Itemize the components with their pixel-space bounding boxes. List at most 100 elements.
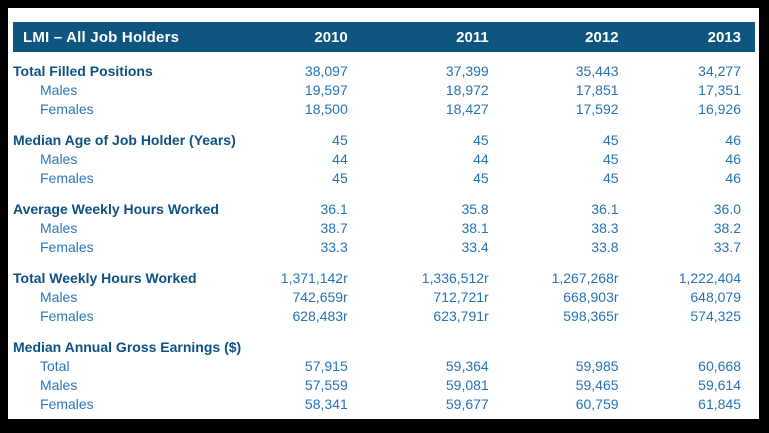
cell-value: 742,659r	[292, 289, 348, 305]
cell-value: 33.3	[320, 239, 348, 255]
row-label: Males	[40, 289, 78, 305]
year-header-2012: 2012	[502, 22, 633, 52]
row-label: Total Weekly Hours Worked	[13, 270, 197, 286]
cell-value: 712,721r	[433, 289, 489, 305]
cell-value: 60,668	[698, 358, 741, 374]
table-title: LMI – All Job Holders	[13, 22, 266, 52]
table-row: Median Age of Job Holder (Years) 45 45 45 46	[13, 131, 755, 150]
cell-value	[265, 338, 361, 357]
cell-value	[503, 338, 633, 357]
section-spacer	[13, 188, 755, 200]
cell-value: 33.8	[591, 239, 619, 255]
cell-value: 648,079	[690, 289, 741, 305]
cell-value: 598,365r	[563, 308, 619, 324]
cell-value: 58,341	[304, 396, 348, 412]
row-label: Females	[40, 101, 94, 117]
spacer-cell	[13, 326, 755, 338]
table-row: Average Weekly Hours Worked 36.1 35.8 36.1 3…	[13, 200, 755, 219]
cell-value: 61,845	[698, 396, 741, 412]
section-spacer	[13, 52, 755, 62]
table-header-row: LMI – All Job Holders 2010 2011 2012 201…	[13, 22, 755, 52]
cell-value: 17,592	[575, 101, 619, 117]
cell-value: 45	[602, 151, 619, 167]
cell-value: 59,364	[445, 358, 489, 374]
cell-value: 59,614	[698, 377, 741, 393]
table-row: Total Weekly Hours Worked 1,371,142r 1,336…	[13, 269, 755, 288]
row-label: Females	[40, 239, 94, 255]
table-row: Males 742,659r 712,721r 668,903r 648,079	[13, 288, 755, 307]
cell-value: 45	[473, 132, 489, 148]
cell-value	[362, 338, 503, 357]
cell-value: 59,465	[575, 377, 619, 393]
cell-value: 38.2	[713, 220, 741, 236]
section-spacer	[13, 257, 755, 269]
section-spacer	[13, 326, 755, 338]
spacer-cell	[13, 52, 755, 62]
row-label: Average Weekly Hours Worked	[13, 201, 219, 217]
table-row: Females 33.3 33.4 33.8 33.7	[13, 238, 755, 257]
cell-value: 44	[473, 151, 489, 167]
cell-value: 1,336,512r	[421, 270, 489, 286]
cell-value: 628,483r	[292, 308, 348, 324]
table-row: Median Annual Gross Earnings ($)	[13, 338, 755, 357]
cell-value: 668,903r	[563, 289, 619, 305]
cell-value: 45	[602, 170, 619, 186]
cell-value: 45	[602, 132, 619, 148]
table-body: Total Filled Positions 38,097 37,399 35,443…	[13, 52, 755, 414]
row-label: Total	[40, 358, 70, 374]
cell-value: 17,351	[698, 82, 741, 98]
spacer-cell	[13, 188, 755, 200]
cell-value: 59,677	[445, 396, 489, 412]
cell-value: 33.4	[461, 239, 489, 255]
table-row: Males 57,559 59,081 59,465 59,614	[13, 376, 755, 395]
row-label: Females	[40, 308, 94, 324]
table-row: Males 19,597 18,972 17,851 17,351	[13, 81, 755, 100]
cell-value: 38,097	[304, 63, 348, 79]
spacer-cell	[13, 119, 755, 131]
cell-value: 57,915	[304, 358, 348, 374]
cell-value: 38.7	[320, 220, 348, 236]
section-spacer	[13, 119, 755, 131]
cell-value: 1,267,268r	[551, 270, 619, 286]
cell-value: 59,985	[575, 358, 619, 374]
cell-value: 36.1	[591, 201, 619, 217]
table-row: Total 57,915 59,364 59,985 60,668	[13, 357, 755, 376]
cell-value: 34,277	[698, 63, 741, 79]
row-label: Females	[40, 170, 94, 186]
data-table-panel: LMI – All Job Holders 2010 2011 2012 201…	[8, 8, 759, 419]
cell-value: 45	[332, 132, 348, 148]
row-label: Median Age of Job Holder (Years)	[13, 132, 236, 148]
table-row: Total Filled Positions 38,097 37,399 35,443…	[13, 62, 755, 81]
cell-value: 37,399	[445, 63, 489, 79]
cell-value: 19,597	[304, 82, 348, 98]
cell-value: 1,371,142r	[280, 270, 348, 286]
table-row: Males 44 44 45 46	[13, 150, 755, 169]
row-label: Males	[40, 151, 78, 167]
cell-value: 18,972	[445, 82, 489, 98]
cell-value: 18,500	[304, 101, 348, 117]
year-header-2010: 2010	[265, 22, 362, 52]
spacer-cell	[13, 257, 755, 269]
table-row: Females 45 45 45 46	[13, 169, 755, 188]
row-label: Males	[40, 220, 78, 236]
cell-value: 59,081	[445, 377, 489, 393]
cell-value: 33.7	[713, 239, 741, 255]
year-header-2011: 2011	[361, 22, 503, 52]
row-label: Females	[40, 396, 94, 412]
cell-value: 38.3	[591, 220, 619, 236]
table-row: Males 38.7 38.1 38.3 38.2	[13, 219, 755, 238]
cell-value: 38.1	[461, 220, 489, 236]
cell-value: 36.0	[713, 201, 741, 217]
row-label: Median Annual Gross Earnings ($)	[13, 339, 242, 355]
cell-value: 45	[332, 170, 348, 186]
cell-value: 45	[473, 170, 489, 186]
cell-value: 35,443	[575, 63, 619, 79]
cell-value: 17,851	[575, 82, 619, 98]
cell-value: 46	[725, 132, 741, 148]
cell-value: 1,222,404	[678, 270, 741, 286]
cell-value: 16,926	[698, 101, 741, 117]
cell-value: 46	[725, 151, 741, 167]
table-row: Females 58,341 59,677 60,759 61,845	[13, 395, 755, 414]
cell-value	[633, 338, 755, 357]
